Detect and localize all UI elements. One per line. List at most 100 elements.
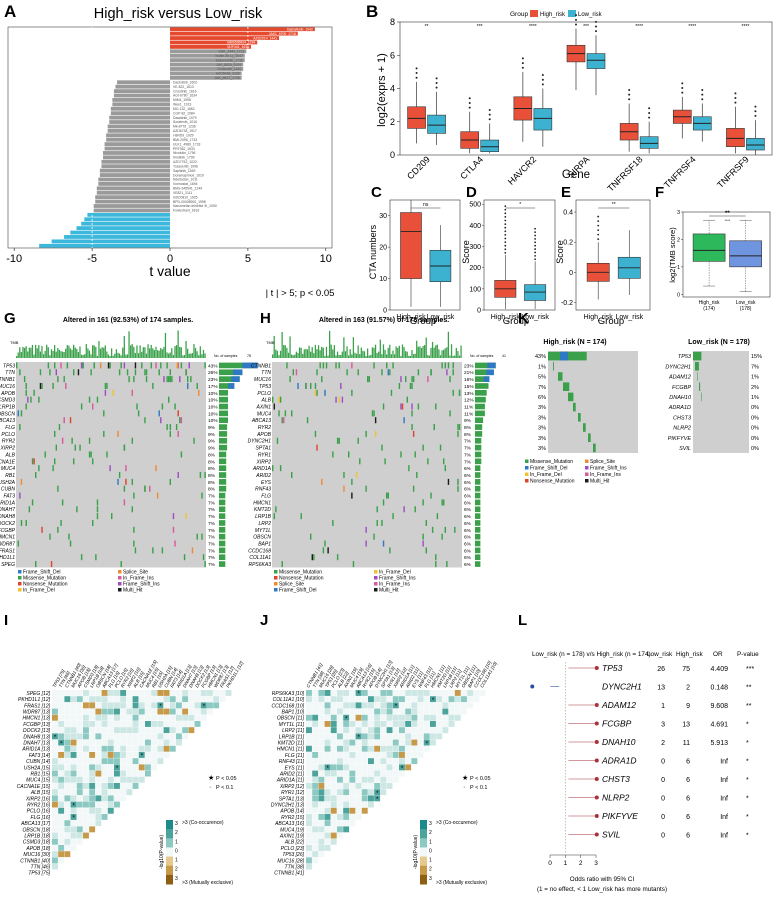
- panel-g-side-bar: [219, 561, 226, 567]
- panel-l-high-count: 75: [682, 666, 690, 673]
- panel-i-cell: [151, 752, 158, 758]
- panel-h-side-bar-segment: [486, 369, 494, 376]
- panel-i-cell: [101, 752, 108, 758]
- panel-j-cell: [330, 820, 337, 827]
- panel-j-cell: [411, 758, 418, 765]
- panel-h-mutation-cell: [332, 519, 334, 526]
- panel-i-cell: [126, 696, 133, 703]
- panel-i-cell: [182, 708, 189, 715]
- panel-j-cell: [330, 826, 337, 833]
- panel-g-legend-label: Missense_Mutation: [23, 576, 66, 582]
- panel-g-side-bar-segment: [233, 369, 243, 376]
- panel-i-cell: [114, 801, 120, 808]
- panel-e-category: Low_risk: [615, 314, 643, 321]
- panel-i-scale-block: [166, 838, 173, 848]
- panel-g-tmb-bar: [16, 355, 18, 358]
- panel-e-ytick-label: -0.2: [561, 300, 573, 307]
- panel-i-legend-trend: P < 0.1: [216, 785, 233, 791]
- panel-h-tmb-bar: [373, 347, 375, 358]
- panel-h-tmb-bar: [458, 355, 461, 358]
- panel-i-cell: [52, 758, 58, 765]
- panel-i-cell: [120, 733, 127, 740]
- panel-b-outlier: [628, 98, 631, 101]
- panel-j-cell: [374, 714, 381, 721]
- panel-j-cell: [330, 770, 337, 777]
- panel-j-cell: [448, 714, 455, 721]
- panel-j-cell: [330, 758, 337, 765]
- panel-i-cell: [89, 702, 96, 709]
- panel-g-gene-label: FRAS1: [0, 548, 15, 554]
- panel-i-cell: [76, 745, 83, 752]
- panel-h-tmb-bar: [447, 331, 450, 358]
- panel-i-cell: [145, 727, 151, 734]
- panel-l-low-count: 0: [661, 759, 665, 766]
- panel-j-cell: [349, 714, 356, 721]
- panel-h-mutation-cell: [314, 382, 317, 389]
- panel-b-sig: ***: [477, 24, 483, 30]
- panel-i-cell: [58, 814, 65, 820]
- panel-h-tmb-bar: [381, 354, 383, 358]
- panel-i-cell: [95, 776, 102, 783]
- panel-b-sig: **: [425, 24, 429, 30]
- panel-h-tmb-bar: [416, 340, 418, 358]
- panel-a-bar: [70, 230, 170, 235]
- panel-i-legend-star: ★: [208, 774, 214, 782]
- panel-j-cell: [436, 702, 443, 709]
- panel-j-cell: [380, 764, 387, 771]
- panel-j-cell: [312, 764, 319, 771]
- panel-j-cell: [411, 714, 418, 721]
- panel-h-tmb-bar: [344, 351, 347, 358]
- panel-l-gene: SVIL: [602, 830, 621, 840]
- panel-l-or: Inf: [720, 814, 728, 821]
- panel-e-sig: **: [612, 202, 616, 208]
- panel-h-mutation-cell: [357, 437, 359, 444]
- panel-g-side-bar: [219, 390, 228, 396]
- panel-i-cell: [169, 714, 176, 721]
- panel-i-cell: [83, 832, 89, 839]
- panel-h-mutation-cell: [306, 417, 309, 424]
- panel-a-bar: [96, 190, 170, 195]
- panel-i-scale-top: >3 (Co-occurence): [182, 820, 224, 826]
- panel-j-cell: [337, 752, 343, 758]
- panel-h-mutation-cell: [291, 410, 293, 417]
- panel-a-drug-label: AZD5438_2169: [216, 72, 240, 76]
- panel-j-sig-mark: *: [376, 791, 379, 797]
- panel-g-mutation-cell: [38, 396, 40, 403]
- panel-g-tmb-bar: [19, 347, 21, 358]
- panel-i-sig-mark: *: [73, 816, 76, 822]
- panel-g-mutation-cell: [103, 410, 105, 417]
- panel-h-mutation-cell: [325, 362, 328, 369]
- panel-k-gene-label: DYNC2H1: [665, 364, 691, 370]
- panel-g-title: Altered in 161 (92.53%) of 174 samples.: [63, 317, 193, 324]
- panel-b-outlier: [681, 87, 684, 90]
- panel-k-low-pct: 0%: [751, 436, 759, 442]
- panel-d-outlier: [504, 226, 507, 229]
- panel-g-mutation-cell: [44, 451, 46, 458]
- panel-g-mutation-cell: [168, 396, 170, 403]
- panel-g-mutation-cell: [123, 485, 126, 492]
- panel-j-cell: [330, 789, 337, 796]
- panel-h-tmb-bar: [439, 355, 442, 358]
- panel-k-high-pct: 6%: [538, 395, 546, 401]
- panel-h-mutation-cell: [319, 362, 321, 369]
- panel-i-cell: [169, 702, 176, 709]
- panel-h-pct-label: 8%: [464, 432, 472, 438]
- panel-h-pct-label: 6%: [464, 541, 472, 547]
- panel-j-cell: [324, 764, 331, 771]
- panel-g-tmb-bar: [95, 346, 97, 358]
- panel-i-cell: [52, 739, 58, 746]
- panel-i-cell: [64, 783, 71, 789]
- panel-i-cell: [145, 708, 151, 715]
- panel-g-legend-swatch: [18, 576, 22, 580]
- panel-j-cell: [386, 776, 393, 783]
- panel-f-box: [692, 233, 726, 262]
- panel-g-mutation-cell: [166, 424, 168, 431]
- panel-j-cell: [368, 696, 374, 703]
- panel-j-cell: [330, 739, 337, 746]
- panel-g-mutation-cell: [187, 382, 189, 389]
- panel-i-cell: [70, 776, 77, 783]
- panel-j-cell: [399, 708, 405, 715]
- panel-j-cell: [405, 764, 412, 771]
- panel-i-scale-block: [166, 829, 173, 839]
- panel-j-cell: [324, 727, 331, 734]
